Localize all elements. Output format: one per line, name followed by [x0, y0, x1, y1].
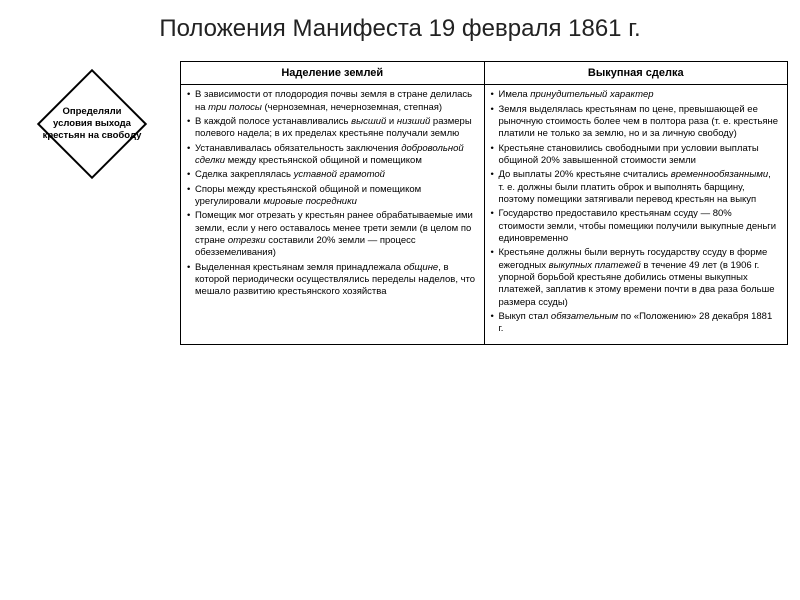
list-item: До выплаты 20% крестьяне считались време…: [491, 169, 780, 206]
cell-redemption: Имела принудительный характер Земля выде…: [484, 85, 788, 345]
list-item: Выделенная крестьянам земля принадлежала…: [187, 262, 476, 299]
list-item: Крестьяне становились свободными при усл…: [491, 143, 780, 168]
list-item: Споры между крестьянской общиной и помещ…: [187, 184, 476, 209]
list-item: Выкуп стал обязательным по «Положению» 2…: [491, 311, 780, 336]
col-header-land: Наделение землей: [181, 62, 485, 85]
list-item: Сделка закреплялась уставной грамотой: [187, 169, 476, 181]
table-row: В зависимости от плодородия почвы земля …: [181, 85, 788, 345]
diamond-container: Определяли условия выхода крестьян на св…: [12, 69, 172, 179]
col-header-redemption: Выкупная сделка: [484, 62, 788, 85]
table-header-row: Наделение землей Выкупная сделка: [181, 62, 788, 85]
list-item: Помещик мог отрезать у крестьян ранее об…: [187, 210, 476, 259]
diamond-label: Определяли условия выхода крестьян на св…: [42, 106, 142, 142]
content-region: Определяли условия выхода крестьян на св…: [0, 61, 800, 345]
list-item: Земля выделялась крестьянам по цене, пре…: [491, 104, 780, 141]
decision-diamond: Определяли условия выхода крестьян на св…: [37, 69, 147, 179]
redemption-list: Имела принудительный характер Земля выде…: [491, 89, 780, 336]
list-item: Крестьяне должны были вернуть государств…: [491, 247, 780, 309]
list-item: В зависимости от плодородия почвы земля …: [187, 89, 476, 114]
list-item: В каждой полосе устанавливались высший и…: [187, 116, 476, 141]
provisions-table: Наделение землей Выкупная сделка В завис…: [180, 61, 788, 345]
list-item: Устанавливалась обязательность заключени…: [187, 143, 476, 168]
land-list: В зависимости от плодородия почвы земля …: [187, 89, 476, 299]
page-title: Положения Манифеста 19 февраля 1861 г.: [0, 0, 800, 61]
cell-land: В зависимости от плодородия почвы земля …: [181, 85, 485, 345]
list-item: Имела принудительный характер: [491, 89, 780, 101]
list-item: Государство предоставило крестьянам ссуд…: [491, 208, 780, 245]
